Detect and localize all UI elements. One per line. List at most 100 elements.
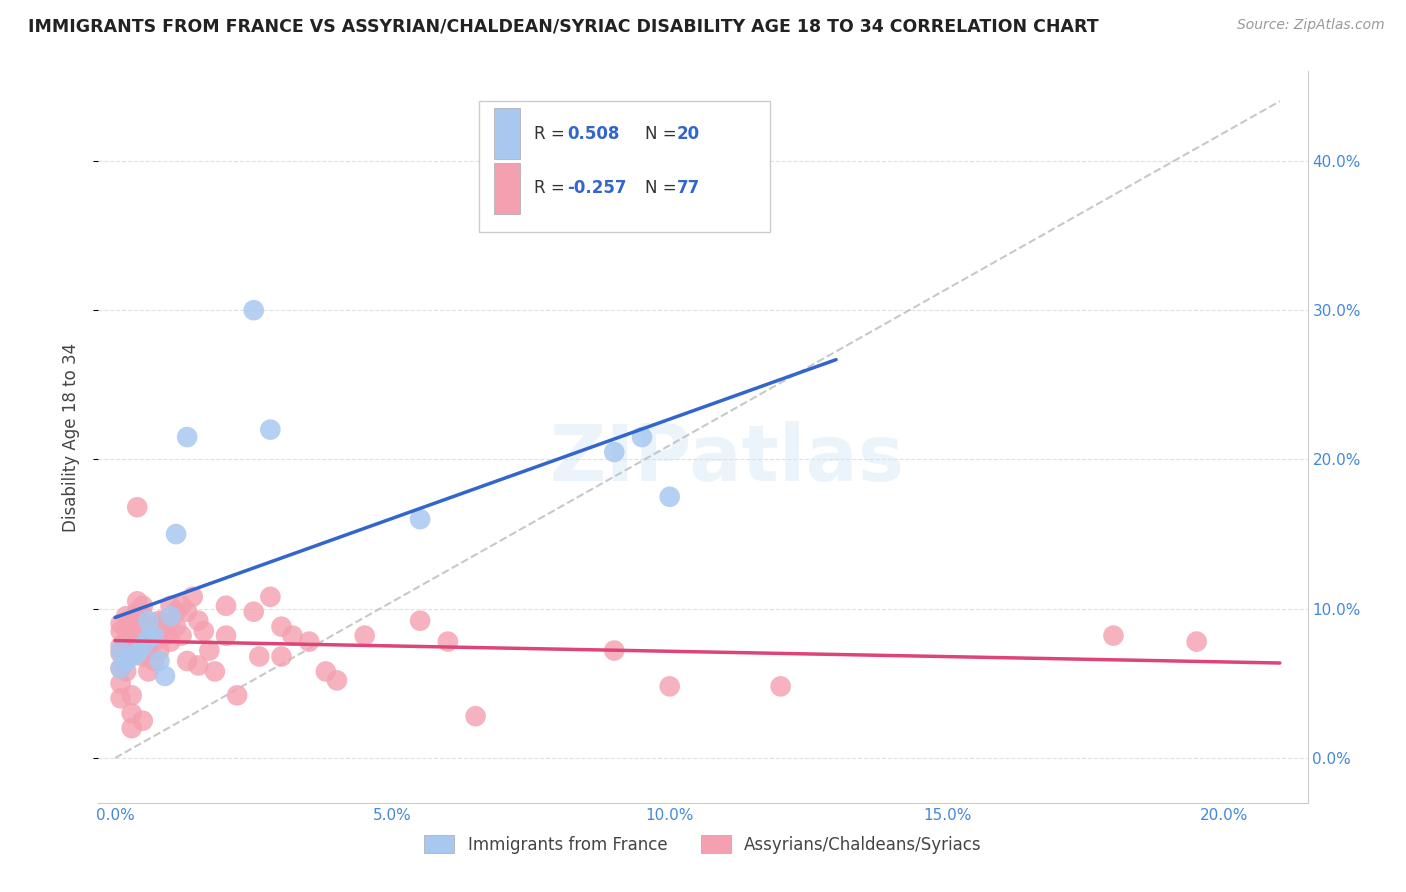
- Point: [132, 714, 155, 728]
- Point: [165, 527, 187, 541]
- Point: [115, 624, 138, 639]
- Point: [187, 614, 209, 628]
- Text: 0.508: 0.508: [568, 125, 620, 143]
- Text: 77: 77: [676, 179, 700, 197]
- Point: [165, 620, 187, 634]
- Text: R =: R =: [534, 125, 569, 143]
- Text: N =: N =: [645, 179, 682, 197]
- Point: [153, 614, 176, 628]
- Point: [127, 500, 149, 515]
- Text: -0.257: -0.257: [568, 179, 627, 197]
- Point: [132, 639, 155, 653]
- Point: [1102, 629, 1125, 643]
- Point: [242, 605, 264, 619]
- Point: [326, 673, 349, 688]
- Point: [603, 643, 626, 657]
- Point: [148, 643, 170, 657]
- Point: [121, 689, 143, 703]
- Text: R =: R =: [534, 179, 569, 197]
- Point: [132, 634, 155, 648]
- Point: [110, 624, 132, 639]
- Point: [127, 634, 149, 648]
- Point: [115, 665, 138, 679]
- Point: [110, 639, 132, 653]
- Point: [153, 629, 176, 643]
- Point: [409, 512, 432, 526]
- Point: [110, 661, 132, 675]
- Point: [115, 634, 138, 648]
- Point: [132, 620, 155, 634]
- Point: [132, 599, 155, 613]
- Point: [170, 599, 193, 613]
- Point: [176, 654, 198, 668]
- Text: IMMIGRANTS FROM FRANCE VS ASSYRIAN/CHALDEAN/SYRIAC DISABILITY AGE 18 TO 34 CORRE: IMMIGRANTS FROM FRANCE VS ASSYRIAN/CHALD…: [28, 18, 1098, 36]
- Point: [127, 594, 149, 608]
- Point: [142, 654, 165, 668]
- Point: [121, 643, 143, 657]
- Point: [121, 616, 143, 631]
- Point: [176, 605, 198, 619]
- Point: [1185, 634, 1208, 648]
- Point: [247, 649, 270, 664]
- Text: 20: 20: [676, 125, 700, 143]
- Point: [259, 423, 281, 437]
- Point: [270, 649, 292, 664]
- Point: [176, 430, 198, 444]
- Point: [159, 599, 181, 613]
- Point: [409, 614, 432, 628]
- Bar: [494, 108, 520, 159]
- Point: [121, 721, 143, 735]
- Point: [132, 649, 155, 664]
- Point: [148, 624, 170, 639]
- Point: [259, 590, 281, 604]
- Point: [215, 599, 238, 613]
- Point: [127, 647, 149, 661]
- Point: [148, 614, 170, 628]
- Point: [127, 614, 149, 628]
- Point: [159, 614, 181, 628]
- Point: [138, 629, 160, 643]
- Point: [437, 634, 460, 648]
- Bar: [494, 163, 520, 214]
- Point: [298, 634, 321, 648]
- Point: [187, 658, 209, 673]
- Point: [142, 620, 165, 634]
- Point: [127, 605, 149, 619]
- Text: Source: ZipAtlas.com: Source: ZipAtlas.com: [1237, 18, 1385, 32]
- Point: [353, 629, 375, 643]
- Point: [148, 654, 170, 668]
- Point: [115, 609, 138, 624]
- Point: [121, 649, 143, 664]
- Point: [631, 430, 654, 444]
- Point: [193, 624, 215, 639]
- Point: [159, 634, 181, 648]
- Point: [215, 629, 238, 643]
- Point: [110, 661, 132, 675]
- Point: [226, 689, 249, 703]
- Point: [204, 665, 226, 679]
- Point: [198, 643, 221, 657]
- Point: [270, 620, 292, 634]
- Point: [603, 445, 626, 459]
- FancyBboxPatch shape: [479, 101, 769, 232]
- Point: [138, 632, 160, 646]
- Point: [769, 679, 792, 693]
- Point: [138, 614, 160, 628]
- Point: [142, 629, 165, 643]
- Point: [121, 706, 143, 721]
- Point: [315, 665, 337, 679]
- Point: [110, 691, 132, 706]
- Point: [159, 609, 181, 624]
- Point: [170, 629, 193, 643]
- Point: [115, 654, 138, 668]
- Point: [138, 639, 160, 653]
- Point: [658, 679, 681, 693]
- Point: [110, 676, 132, 690]
- Point: [181, 590, 204, 604]
- Point: [110, 643, 132, 657]
- Point: [138, 665, 160, 679]
- Point: [165, 605, 187, 619]
- Text: ZIPatlas: ZIPatlas: [550, 421, 904, 497]
- Legend: Immigrants from France, Assyrians/Chaldeans/Syriacs: Immigrants from France, Assyrians/Chalde…: [418, 829, 988, 860]
- Point: [138, 649, 160, 664]
